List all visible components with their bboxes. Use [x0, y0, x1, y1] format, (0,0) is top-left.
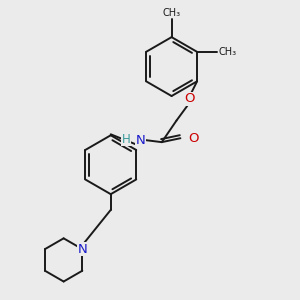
Text: O: O	[184, 92, 194, 106]
Text: CH₃: CH₃	[219, 47, 237, 57]
Text: N: N	[135, 134, 145, 147]
Text: CH₃: CH₃	[163, 8, 181, 17]
Text: N: N	[77, 243, 87, 256]
Text: H: H	[122, 133, 131, 146]
Text: O: O	[188, 132, 199, 145]
